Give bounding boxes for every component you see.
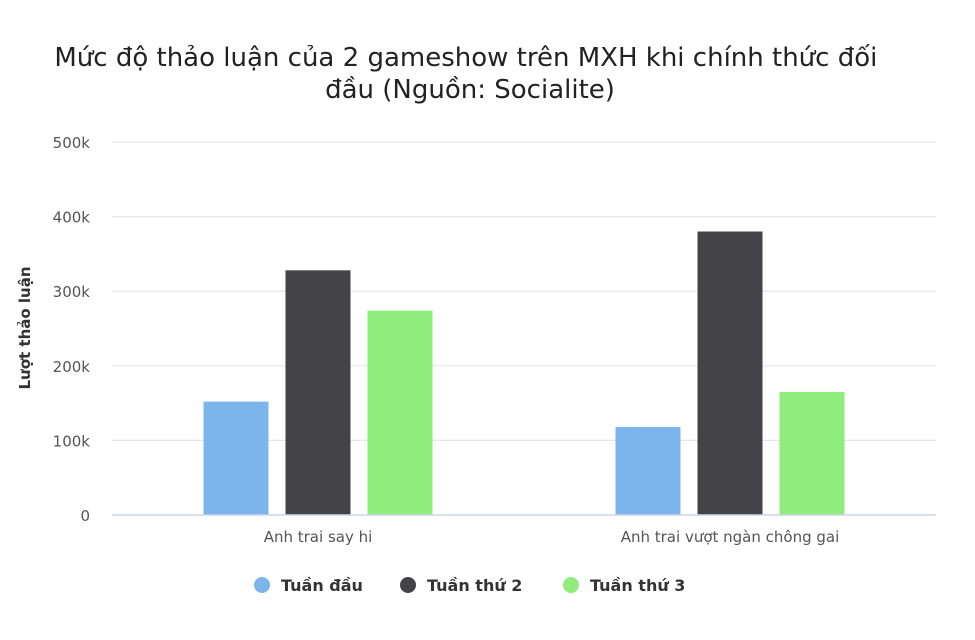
legend-label: Tuần thứ 2 [427, 576, 522, 595]
legend-marker [400, 577, 416, 593]
x-tick-label: Anh trai say hi [264, 528, 373, 546]
legend-label: Tuần thứ 3 [590, 576, 685, 595]
bar[interactable] [203, 401, 269, 515]
x-tick-label: Anh trai vượt ngàn chông gai [621, 528, 840, 546]
y-tick-label: 0 [80, 507, 90, 525]
x-axis-ticks: Anh trai say hi Anh trai vượt ngàn chông … [264, 528, 840, 546]
y-tick-label: 300k [53, 283, 91, 301]
bars [203, 231, 845, 515]
y-axis-ticks: 0 100k 200k 300k 400k 500k [53, 134, 91, 525]
legend-marker [254, 577, 270, 593]
legend-label: Tuần đầu [281, 576, 363, 595]
chart-title: Mức độ thảo luận của 2 gameshow trên MXH… [54, 43, 885, 105]
y-tick-label: 100k [53, 432, 91, 450]
y-axis-label: Lượt thảo luận [16, 266, 34, 389]
legend-item[interactable]: Tuần đầu [254, 576, 363, 595]
bar[interactable] [367, 310, 433, 515]
y-tick-label: 200k [53, 358, 91, 376]
y-tick-label: 500k [53, 134, 91, 152]
legend-marker [563, 577, 579, 593]
y-tick-label: 400k [53, 209, 91, 227]
bar[interactable] [779, 391, 845, 515]
chart-title-line-2: đầu (Nguồn: Socialite) [325, 75, 615, 105]
bar[interactable] [697, 231, 763, 515]
bar[interactable] [615, 426, 681, 515]
legend: Tuần đầu Tuần thứ 2 Tuần thứ 3 [254, 576, 685, 595]
chart-title-line-1: Mức độ thảo luận của 2 gameshow trên MXH… [54, 43, 877, 73]
legend-item[interactable]: Tuần thứ 2 [400, 576, 522, 595]
legend-item[interactable]: Tuần thứ 3 [563, 576, 685, 595]
bar[interactable] [285, 270, 351, 515]
